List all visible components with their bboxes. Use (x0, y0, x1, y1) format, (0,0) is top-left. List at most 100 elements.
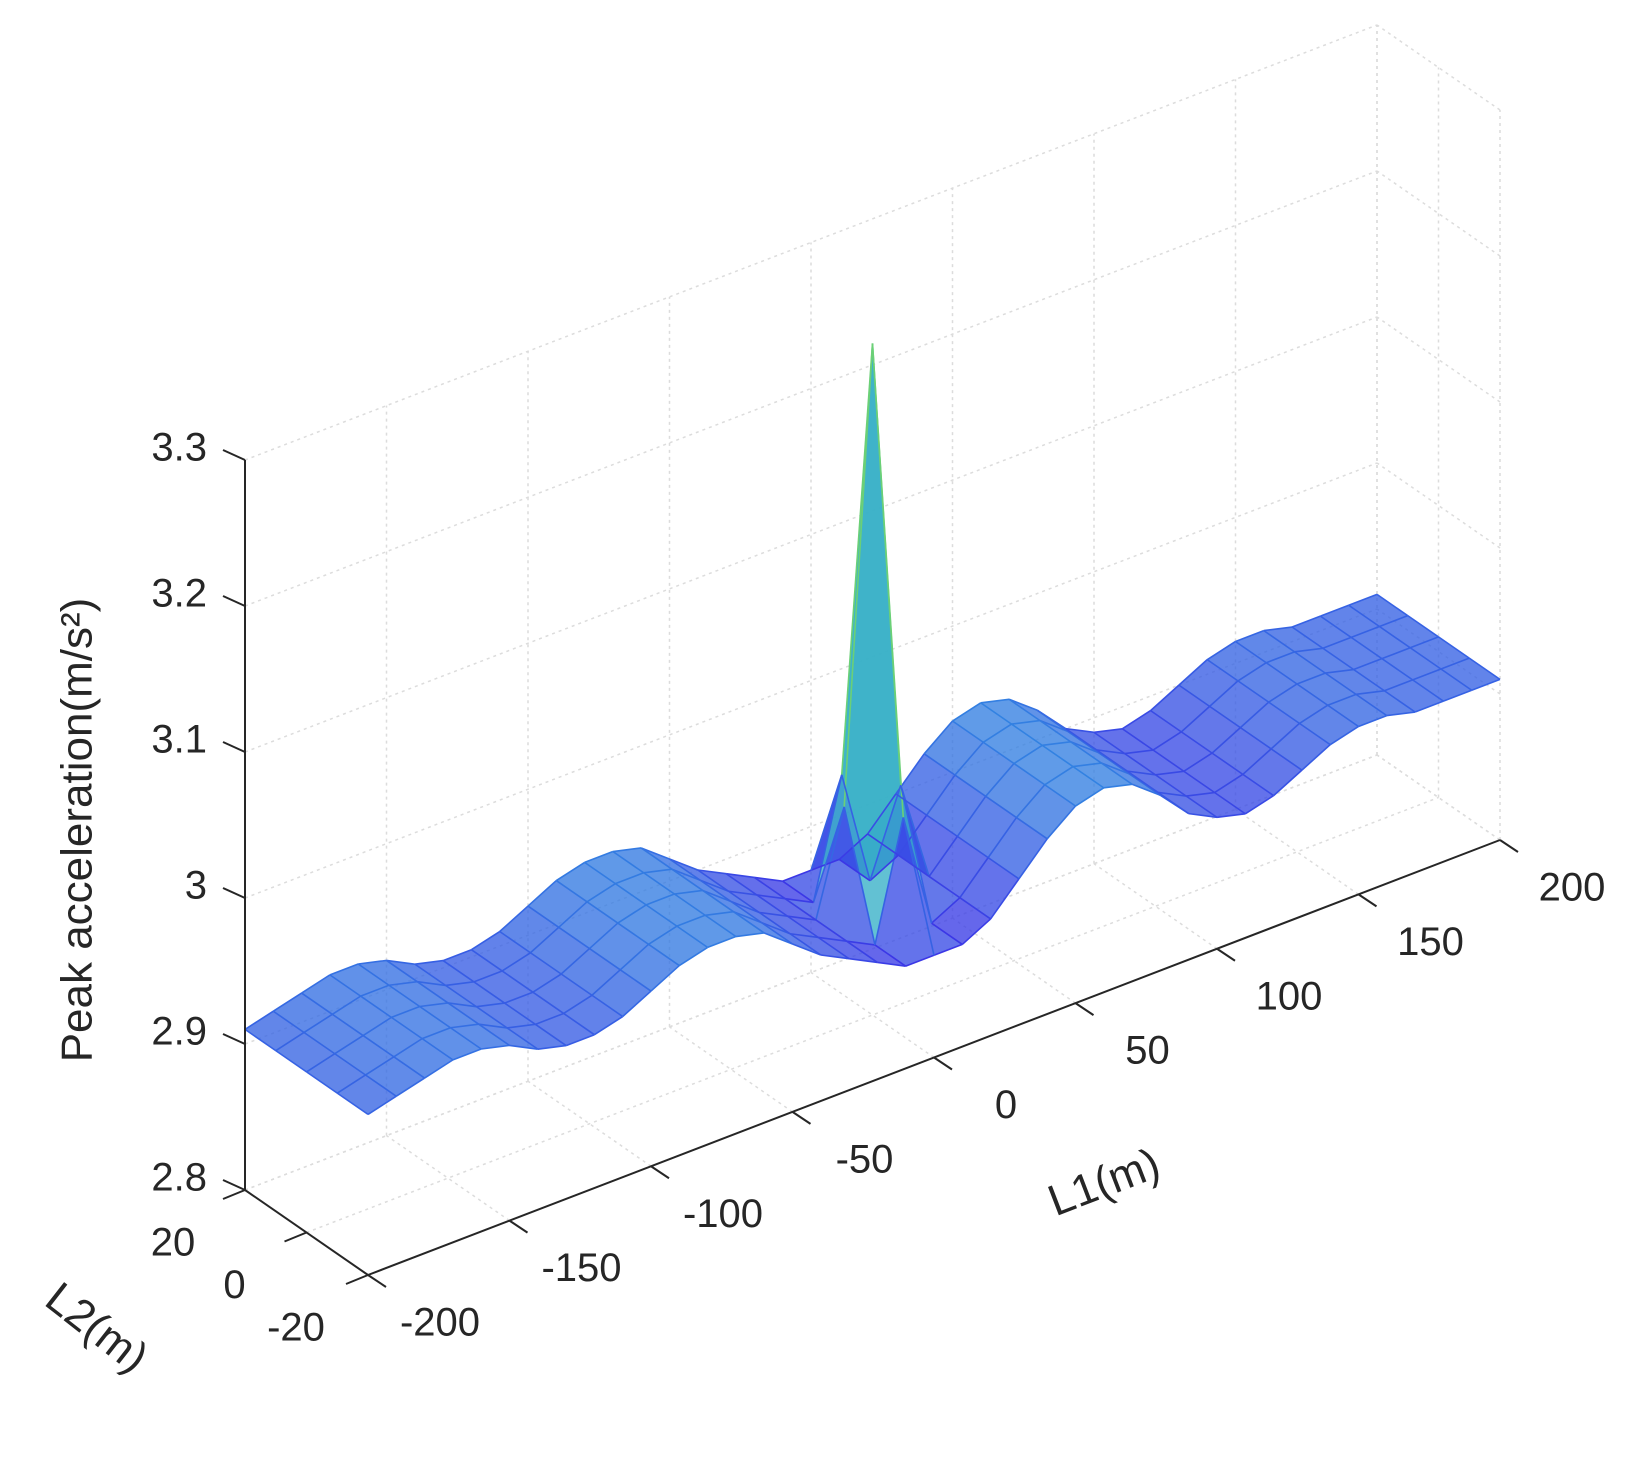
surface-face (705, 911, 765, 937)
mesh-line (532, 973, 562, 993)
mesh-line (334, 1034, 364, 1055)
mesh-line (789, 933, 822, 956)
mesh-line (1185, 795, 1218, 819)
surface-face (417, 981, 477, 1007)
mesh-line (959, 857, 989, 899)
mesh-line (331, 1013, 364, 1037)
surface-face (641, 847, 701, 881)
mesh-line (1093, 727, 1123, 734)
surface-face (980, 699, 1040, 725)
surface-face (393, 1038, 453, 1079)
mesh-line (1358, 714, 1388, 728)
surface-face (929, 836, 989, 898)
mesh-line (676, 925, 709, 949)
mesh-line (1468, 657, 1501, 681)
mesh-line (725, 872, 755, 879)
mesh-line (1180, 705, 1211, 733)
mesh-line (303, 1031, 336, 1055)
y-tick (222, 1189, 246, 1200)
mesh-line (1018, 838, 1048, 880)
z-tick-label: 3.1 (151, 718, 207, 762)
mesh-line (617, 904, 647, 924)
mesh-line (362, 1034, 395, 1058)
mesh-line (612, 847, 642, 853)
mesh-line (1235, 629, 1265, 643)
surface-face (471, 931, 531, 971)
mesh-line (1268, 683, 1298, 703)
mesh-line (985, 763, 1015, 797)
mesh-line (390, 1016, 423, 1040)
surface-face (700, 880, 760, 913)
mesh-line (529, 926, 560, 954)
mesh-line (897, 854, 930, 878)
surface-face (669, 858, 729, 892)
mesh-line (1095, 749, 1128, 772)
mesh-line (782, 869, 812, 882)
x-tick (791, 1111, 812, 1125)
mesh-line (669, 858, 699, 871)
mesh-line (678, 946, 709, 967)
mesh-line (1044, 765, 1074, 786)
surface-face (504, 992, 564, 1025)
mesh-line (393, 1056, 426, 1079)
mesh-line (275, 1031, 305, 1052)
surface-face (476, 1003, 536, 1028)
mesh-line (1327, 704, 1359, 728)
mesh-line (702, 889, 734, 913)
surface-face (587, 883, 647, 924)
surface-face (273, 993, 333, 1033)
mesh-line (1013, 744, 1043, 765)
mesh-line (555, 861, 586, 882)
mesh-line (730, 900, 763, 924)
mesh-line (1150, 709, 1182, 733)
surface-face (813, 343, 873, 903)
mesh-line (846, 940, 876, 946)
mesh-line (1327, 693, 1357, 706)
mesh-line (588, 922, 619, 950)
surface-face (450, 1024, 510, 1049)
mesh-line (933, 943, 963, 957)
mesh-line (928, 875, 961, 899)
surface-face (959, 857, 1019, 919)
mesh-line (1242, 773, 1275, 797)
grid-line (244, 754, 1378, 1191)
mesh-line (1299, 704, 1329, 725)
mesh-line (421, 1027, 451, 1040)
mesh-line (923, 720, 954, 755)
mesh-line (1355, 693, 1388, 717)
mesh-line (617, 922, 650, 945)
surface-face (1320, 605, 1380, 638)
surface-face (754, 877, 814, 903)
mesh-line (1407, 614, 1439, 638)
mesh-line (1101, 762, 1130, 775)
x-tick-label: -150 (541, 1246, 621, 1290)
x-tick-label: -200 (400, 1301, 480, 1345)
mesh-line (1291, 615, 1321, 628)
surface (244, 343, 1501, 1116)
surface-face (874, 817, 934, 967)
mesh-line (756, 894, 789, 917)
mesh-line (1150, 684, 1180, 712)
mesh-line (673, 893, 706, 916)
mesh-line (478, 1023, 510, 1047)
surface-face (532, 974, 592, 1014)
surface-face (648, 926, 708, 966)
mesh-line (1211, 727, 1241, 754)
surface-face (643, 869, 703, 895)
mesh-line (1070, 741, 1100, 754)
x-tick (1499, 839, 1519, 853)
x-tick (508, 1219, 529, 1234)
surface-face (790, 933, 850, 959)
surface-face (1294, 648, 1354, 674)
mesh-line (959, 897, 992, 920)
mesh-line (923, 753, 956, 776)
mesh-line (785, 897, 814, 904)
mesh-line (275, 1049, 307, 1073)
mesh-line (1067, 730, 1100, 754)
y-tick (284, 1231, 307, 1243)
mesh-line (954, 774, 987, 797)
mesh-line (1183, 752, 1213, 772)
mesh-line (956, 835, 989, 859)
mesh-line (1350, 636, 1383, 660)
surface-face (1353, 658, 1413, 691)
